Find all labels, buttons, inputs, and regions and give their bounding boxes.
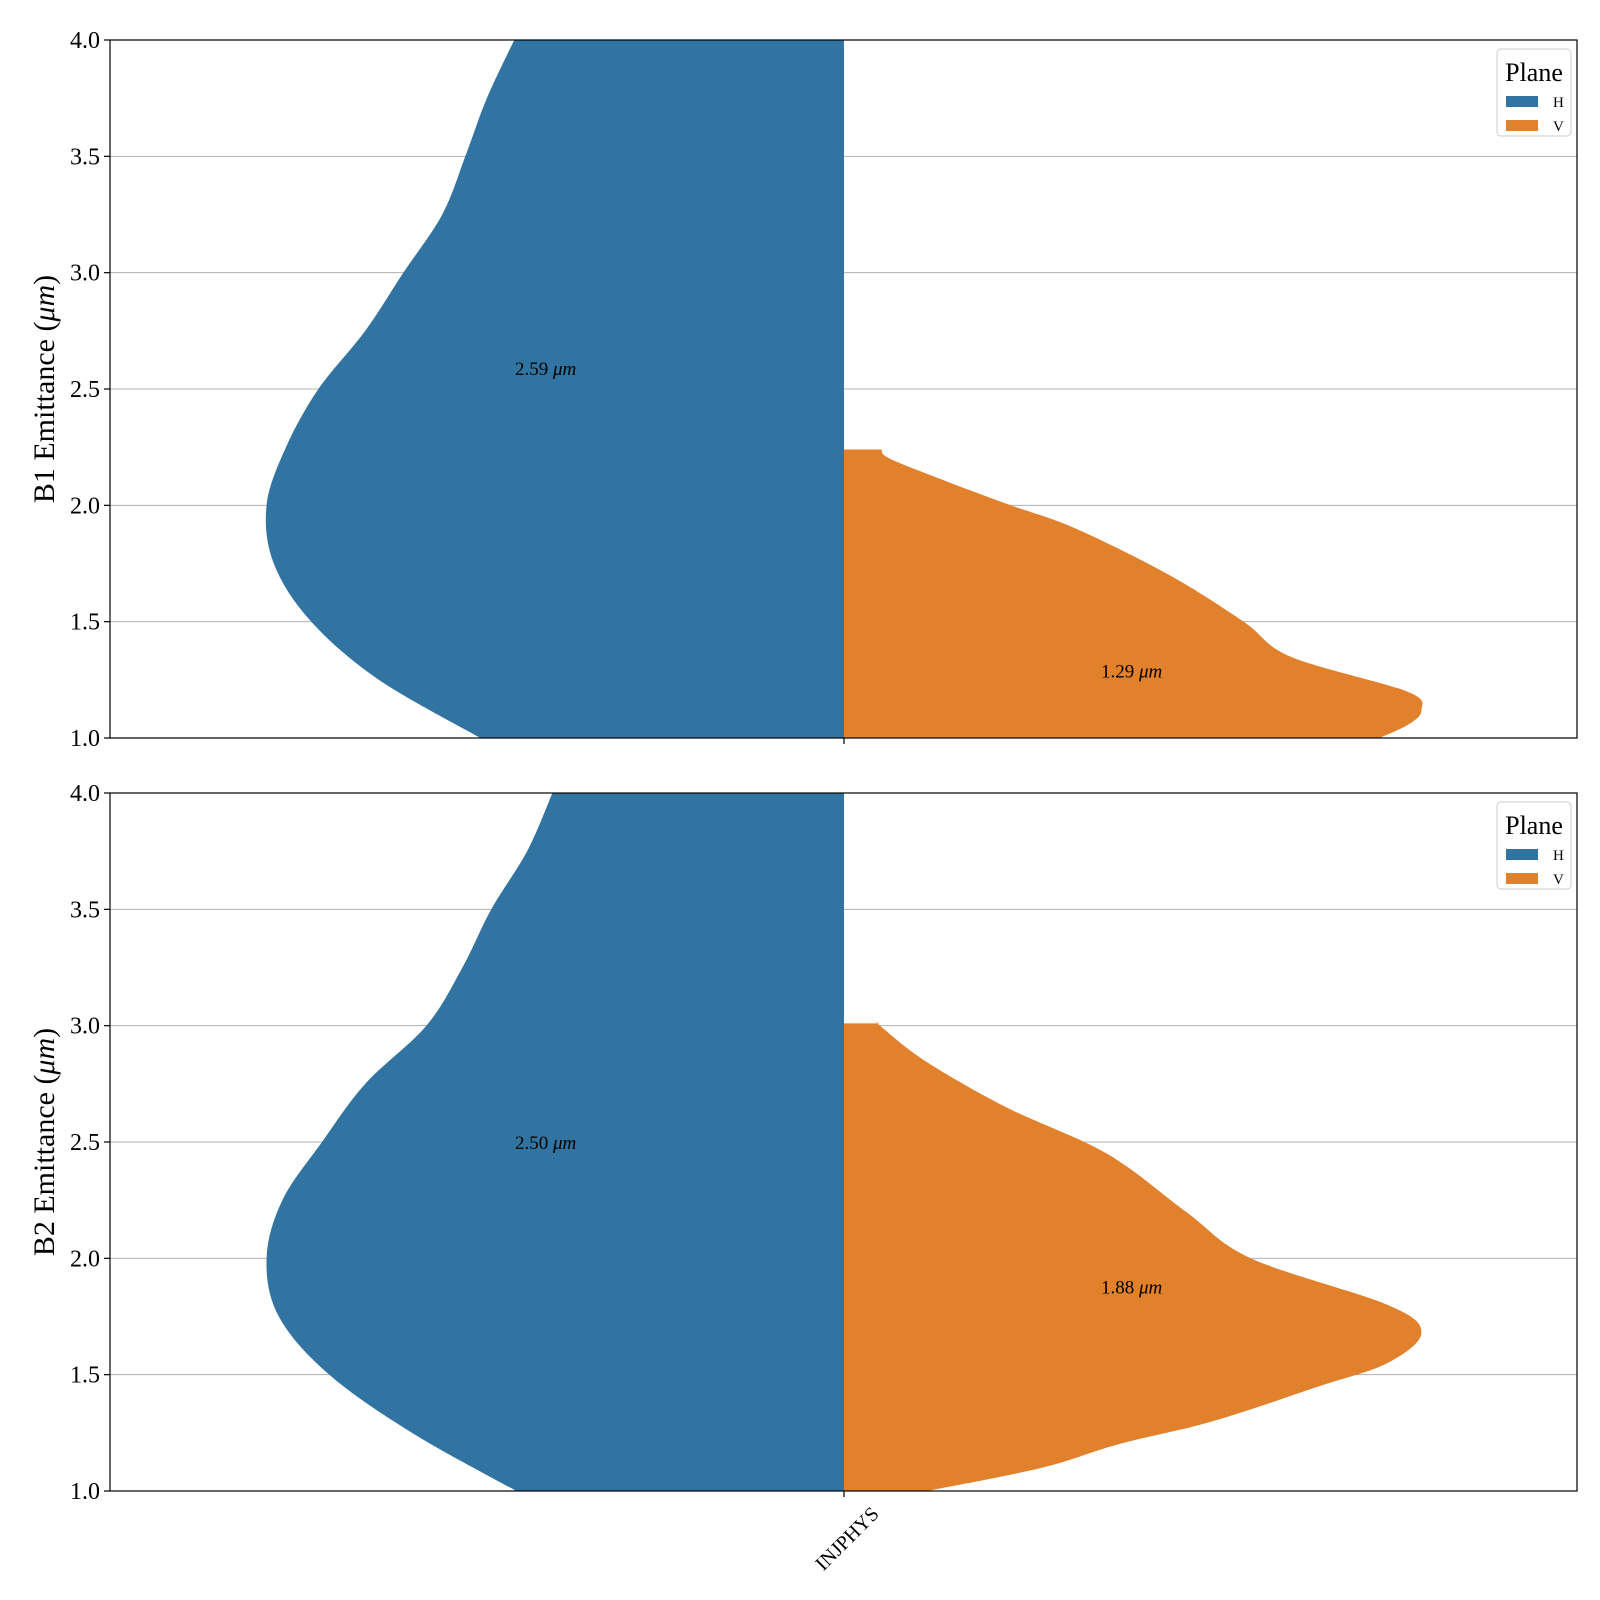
- y-tick-label: 4.0: [70, 28, 100, 54]
- y-tick-label: 3.0: [70, 261, 100, 287]
- y-tick-label: 1.0: [70, 1479, 100, 1505]
- y-tick-label: 2.0: [70, 493, 100, 519]
- y-axis-label: B1 Emittance (μm): [28, 275, 61, 503]
- legend-label-h: H: [1553, 848, 1564, 864]
- median-label-v: 1.29 μm: [1101, 662, 1162, 683]
- y-tick-label: 4.0: [70, 781, 100, 807]
- y-tick-label: 1.0: [70, 726, 100, 752]
- legend-title: Plane: [1505, 811, 1563, 840]
- y-axis-label: B2 Emittance (μm): [28, 1028, 61, 1256]
- legend-swatch-h: [1506, 849, 1538, 860]
- y-tick-label: 3.0: [70, 1014, 100, 1040]
- legend-title: Plane: [1505, 58, 1563, 87]
- y-tick-label: 1.5: [70, 610, 100, 636]
- violin-h: [265, 40, 845, 738]
- legend-frame: [1496, 801, 1572, 890]
- legend-label-h: H: [1553, 95, 1564, 111]
- median-label-v: 1.88 μm: [1101, 1277, 1162, 1298]
- median-label-h: 2.50 μm: [515, 1133, 576, 1154]
- violin-v: [844, 1022, 1422, 1491]
- legend-label-v: V: [1553, 119, 1564, 135]
- y-tick-label: 2.0: [70, 1246, 100, 1272]
- panel-1: 2.59 μm 1.29 μm 1.0 1.5 2.0 2.5 3.0 3.5 4.0 B1 Em…: [28, 28, 1578, 752]
- violin-h: [266, 793, 844, 1491]
- y-tick-label: 3.5: [70, 897, 100, 923]
- legend-swatch-h: [1506, 96, 1538, 107]
- legend-swatch-v: [1506, 873, 1538, 884]
- panel-2: 2.50 μm 1.88 μm 1.0 1.5 2.0 2.5 3.0 3.5 4.0 B2 Em…: [28, 781, 1578, 1575]
- legend: Plane HV: [1496, 48, 1572, 137]
- y-tick-label: 3.5: [70, 144, 100, 170]
- y-tick-label: 2.5: [70, 1130, 100, 1156]
- legend-frame: [1496, 48, 1572, 137]
- violin-v: [844, 449, 1423, 738]
- y-tick-label: 2.5: [70, 377, 100, 403]
- legend-swatch-v: [1506, 120, 1538, 131]
- legend-label-v: V: [1553, 872, 1564, 888]
- median-label-h: 2.59 μm: [515, 359, 576, 380]
- y-tick-label: 1.5: [70, 1363, 100, 1389]
- legend: Plane HV: [1496, 801, 1572, 890]
- x-tick-label: INJPHYS: [811, 1503, 883, 1575]
